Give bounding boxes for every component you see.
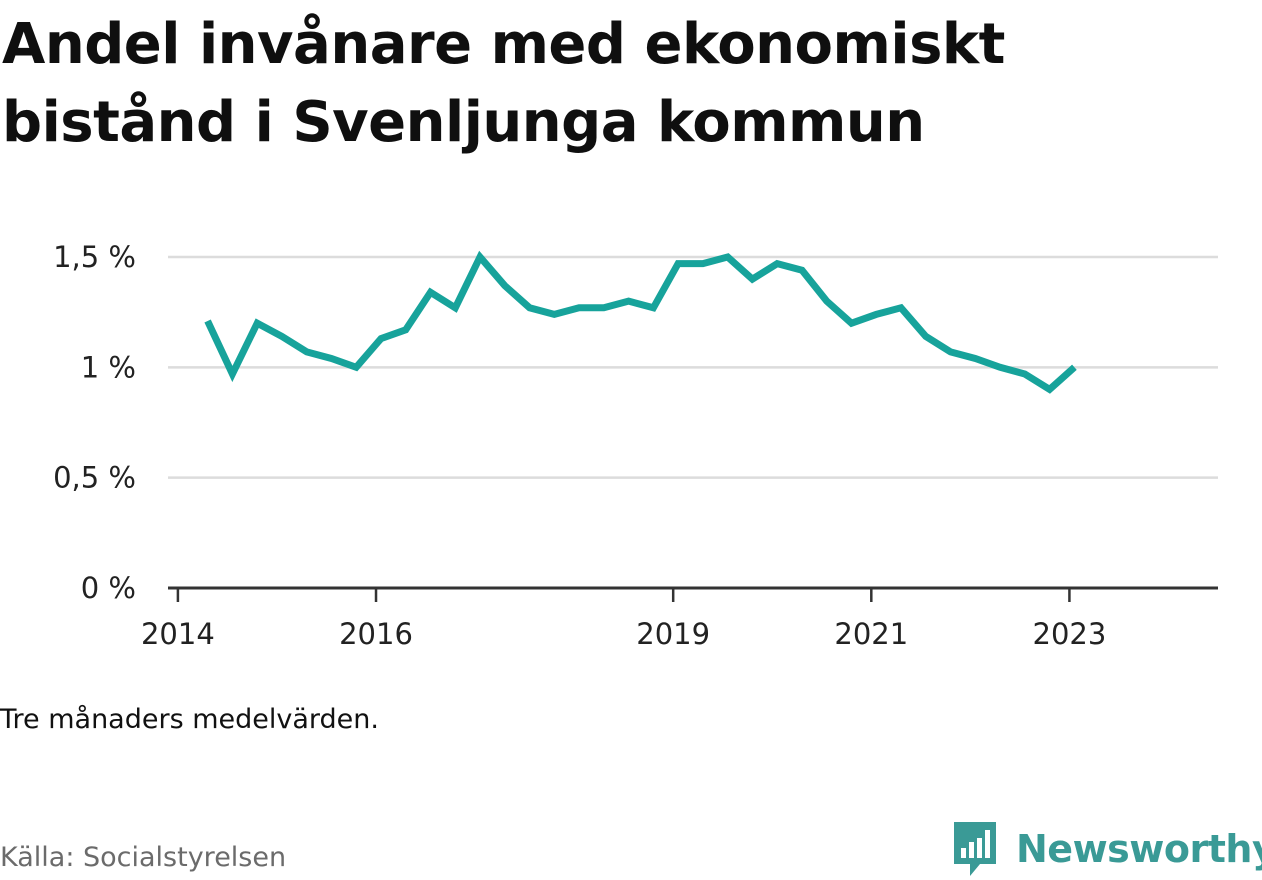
chart-title: Andel invånare med ekonomiskt bistånd i …: [2, 12, 1005, 155]
newsworthy-logo: Newsworthy: [950, 818, 1262, 880]
gridlines: [168, 255, 1218, 479]
x-axis-ticks: 2014 2016 2019 2021 2023: [141, 588, 1106, 651]
newsworthy-logo-icon: [954, 822, 996, 876]
x-tick-label: 2019: [636, 617, 710, 651]
series-line: [204, 250, 1077, 394]
x-tick-label: 2014: [141, 617, 215, 651]
y-tick-label: 0 %: [81, 571, 136, 605]
x-tick-label: 2016: [339, 617, 413, 651]
series: [204, 250, 1077, 394]
x-tick-label: 2021: [834, 617, 908, 651]
y-tick-label: 1,5 %: [53, 240, 136, 274]
source-label: Källa: Socialstyrelsen: [0, 842, 287, 873]
x-tick-label: 2023: [1033, 617, 1107, 651]
y-tick-label: 0,5 %: [53, 461, 136, 495]
brand-name: Newsworthy: [1016, 827, 1262, 871]
chart-note: Tre månaders medelvärden.: [0, 704, 379, 735]
y-axis-ticks: 0 % 0,5 % 1 % 1,5 %: [53, 240, 136, 605]
line-chart: 0 % 0,5 % 1 % 1,5 % 2014 2016 2019 2021 2023: [53, 240, 1218, 651]
y-tick-label: 1 %: [81, 350, 136, 384]
